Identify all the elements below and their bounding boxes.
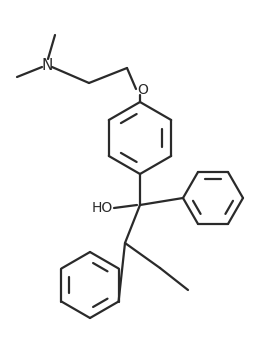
Text: HO: HO: [92, 201, 113, 215]
Text: N: N: [41, 57, 53, 73]
Text: O: O: [138, 83, 148, 97]
